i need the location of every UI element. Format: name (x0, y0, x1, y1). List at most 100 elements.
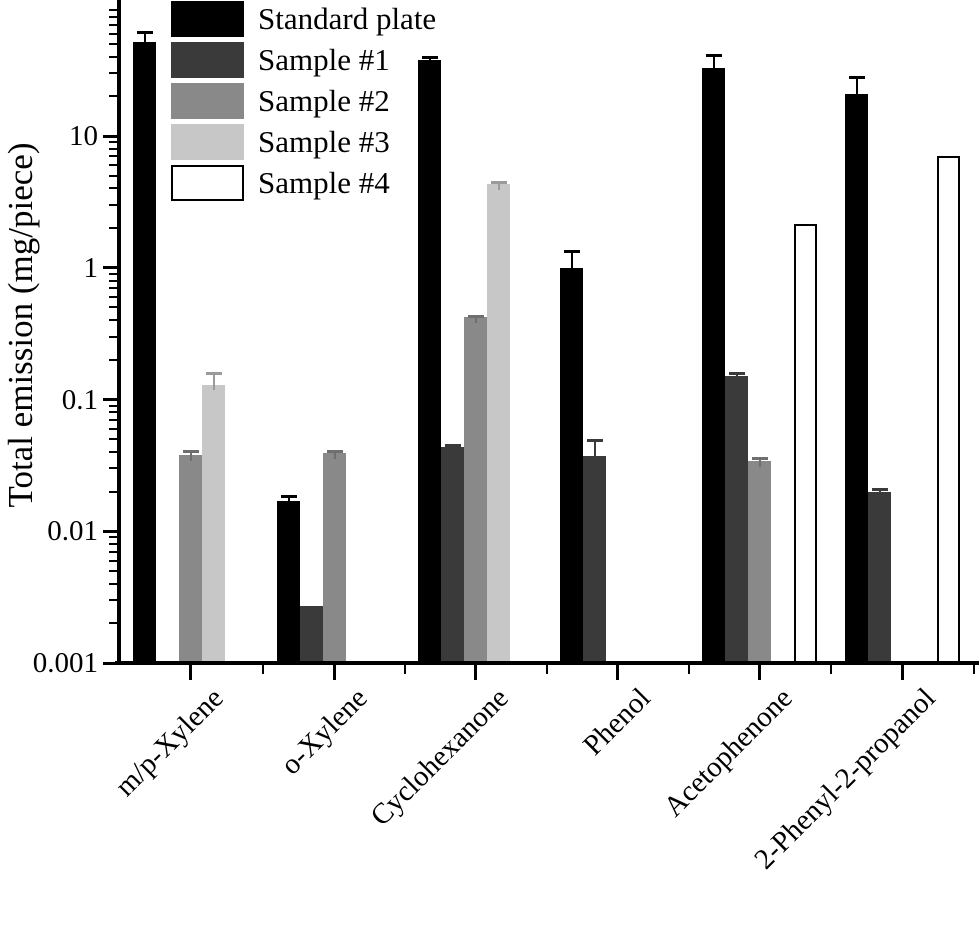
error-bar-whisker (189, 450, 192, 461)
error-bar-cap (490, 180, 507, 184)
bar (560, 267, 583, 664)
legend-swatch (171, 124, 244, 160)
x-tick-label: Phenol (576, 682, 657, 762)
legend-label: Sample #1 (258, 42, 390, 77)
y-minor-tick (109, 335, 117, 338)
y-minor-tick (109, 23, 117, 26)
error-bar-whisker (474, 316, 477, 324)
bar (202, 384, 225, 663)
bar (937, 156, 960, 663)
error-bar-cap (280, 495, 297, 499)
x-major-tick (474, 665, 477, 680)
bar (794, 224, 817, 663)
bar (418, 59, 441, 663)
y-minor-tick (109, 203, 117, 206)
y-minor-tick (109, 599, 117, 602)
y-major-tick (103, 398, 117, 401)
x-tick-label: Acetophenone (657, 682, 799, 824)
legend-label: Sample #4 (258, 165, 390, 200)
error-bar-cap (421, 55, 438, 59)
legend: Standard plate Sample #1 Sample #2 Sample #… (171, 1, 436, 206)
y-minor-tick (109, 569, 117, 572)
bar (583, 456, 606, 663)
y-minor-tick (109, 543, 117, 545)
y-minor-tick (109, 147, 117, 150)
bar (179, 454, 202, 663)
error-bar-whisker (287, 496, 290, 507)
error-bar-whisker (855, 77, 858, 100)
y-minor-tick (109, 279, 117, 282)
x-minor-tick (830, 665, 832, 674)
y-tick-label: 0.01 (47, 515, 98, 548)
error-bar-whisker (212, 372, 215, 391)
legend-row: Sample #4 (171, 165, 436, 201)
legend-label: Sample #3 (258, 124, 390, 159)
bar (702, 67, 725, 663)
x-minor-tick (404, 665, 406, 674)
y-minor-tick (109, 358, 117, 361)
error-bar-cap (136, 30, 153, 34)
bar (300, 606, 323, 663)
y-minor-tick (109, 164, 117, 167)
x-minor-tick (545, 665, 548, 674)
error-bar-cap (467, 315, 484, 318)
error-bar-whisker (333, 450, 336, 460)
error-bar-cap (848, 76, 865, 80)
x-tick-label: 2-Phenyl-2-propanol (747, 682, 942, 876)
y-tick-label: 0.1 (61, 383, 98, 416)
error-bar-cap (563, 249, 580, 253)
y-minor-tick (109, 32, 117, 35)
legend-row: Sample #1 (171, 42, 436, 78)
y-minor-tick (109, 72, 117, 75)
error-bar-cap (326, 449, 343, 453)
y-minor-tick (109, 141, 117, 143)
y-minor-tick (109, 16, 117, 18)
emission-bar-chart: Total emission (mg/piece) 10 1 0.1 0.01 0.00… (1, 0, 979, 875)
y-minor-tick (109, 319, 117, 322)
error-bar-cap (871, 487, 888, 491)
y-major-tick (103, 529, 117, 533)
x-major-tick (901, 665, 904, 680)
y-minor-tick (109, 450, 117, 453)
bar (487, 184, 510, 663)
error-bar-cap (444, 444, 461, 448)
error-bar-whisker (712, 55, 715, 74)
y-minor-tick (109, 536, 117, 539)
bar (868, 491, 891, 663)
bar (277, 500, 300, 663)
y-major-tick (103, 661, 117, 665)
error-bar-whisker (143, 31, 146, 48)
y-tick-label: 10 (69, 120, 98, 152)
x-major-tick (333, 665, 336, 680)
y-minor-tick (109, 438, 117, 441)
y-minor-tick (109, 272, 117, 275)
y-minor-tick (109, 418, 117, 421)
error-bar-whisker (428, 56, 431, 66)
y-minor-tick (109, 550, 117, 553)
bar (725, 376, 748, 663)
error-bar-whisker (497, 181, 500, 191)
bar (323, 453, 346, 663)
y-major-tick (103, 134, 117, 138)
x-minor-tick (973, 665, 975, 674)
legend-swatch (171, 83, 244, 119)
y-minor-tick (109, 427, 117, 430)
y-minor-tick (109, 467, 117, 470)
y-minor-tick (109, 559, 117, 562)
y-minor-tick (109, 490, 117, 493)
y-minor-tick (109, 582, 117, 585)
y-minor-tick (109, 296, 117, 298)
x-tick-label: Cyclohexanone (363, 682, 515, 833)
legend-label: Standard plate (258, 1, 437, 36)
x-axis-line (115, 661, 979, 665)
x-major-tick (758, 665, 761, 680)
legend-row: Sample #2 (171, 83, 436, 119)
x-tick-label: o-Xylene (274, 682, 374, 781)
y-minor-tick (109, 55, 117, 58)
error-bar-whisker (758, 458, 761, 468)
error-bar-cap (705, 54, 722, 58)
y-minor-tick (109, 174, 117, 177)
y-tick-label: 0.001 (32, 647, 98, 679)
y-minor-tick (109, 227, 117, 230)
x-minor-tick (261, 665, 264, 674)
